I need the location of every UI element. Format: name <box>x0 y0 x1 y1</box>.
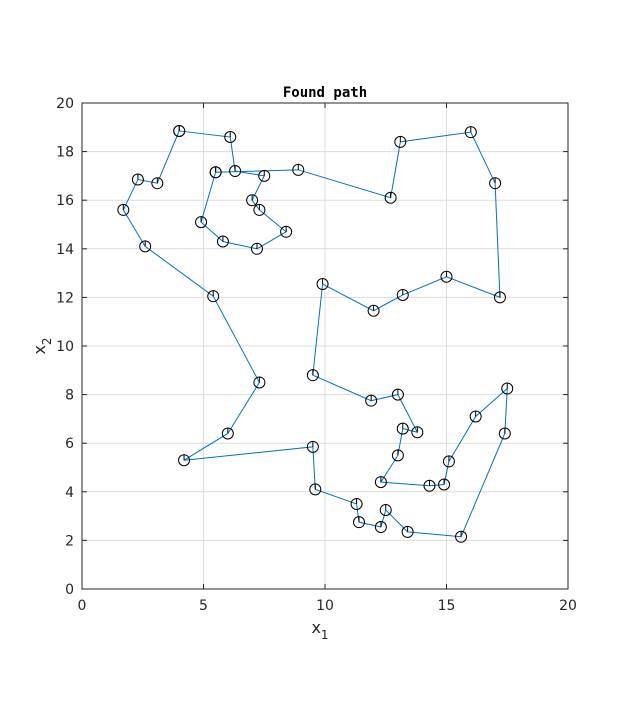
path-point <box>253 376 266 389</box>
path-point <box>316 278 329 291</box>
y-tick-label: 14 <box>56 242 74 258</box>
path-point <box>423 479 436 492</box>
path-point <box>250 242 263 255</box>
y-axis-label-sub: 2 <box>40 337 54 345</box>
y-tick-label: 8 <box>65 388 74 404</box>
path-point <box>309 483 322 496</box>
path-point <box>401 525 414 538</box>
y-axis-label: x2 <box>30 337 54 354</box>
y-tick-label: 2 <box>65 533 74 549</box>
path-point <box>396 422 409 435</box>
marker-layer <box>117 124 514 543</box>
path-point <box>280 225 293 238</box>
y-tick-label: 20 <box>56 96 74 112</box>
path-point <box>498 427 511 440</box>
path-point <box>246 194 259 207</box>
path-point <box>253 203 266 216</box>
path-point <box>374 476 387 489</box>
path-point <box>367 304 380 317</box>
path-point <box>391 449 404 462</box>
path-point <box>365 394 378 407</box>
grid <box>81 102 569 590</box>
path-point <box>350 497 363 510</box>
path-point <box>489 177 502 190</box>
y-tick-label: 4 <box>65 485 74 501</box>
path-point <box>209 166 222 179</box>
path-point <box>438 478 451 491</box>
x-tick-label: 10 <box>316 598 334 614</box>
x-tick-label: 5 <box>199 598 208 614</box>
path-point <box>229 165 242 178</box>
y-tick-label: 18 <box>56 145 74 161</box>
path-point <box>384 191 397 204</box>
y-tick-label: 16 <box>56 193 74 209</box>
path-point <box>374 521 387 534</box>
path-point <box>455 530 468 543</box>
x-tick-label: 20 <box>559 598 577 614</box>
chart-title: Found path <box>283 85 367 101</box>
x-tick-label: 15 <box>438 598 456 614</box>
y-tick-label: 0 <box>65 582 74 598</box>
path-point <box>258 169 271 182</box>
path-point <box>292 163 305 176</box>
path-point <box>394 135 407 148</box>
path-point <box>139 240 152 253</box>
path-point <box>195 216 208 229</box>
path-point <box>396 288 409 301</box>
path-point <box>501 382 514 395</box>
path-point <box>117 203 130 216</box>
path-point <box>306 440 319 453</box>
path-point <box>353 516 366 529</box>
path-point <box>151 177 164 190</box>
y-tick-label: 10 <box>56 339 74 355</box>
x-axis-label-base: x <box>311 618 320 637</box>
path-point <box>379 504 392 517</box>
x-axis-label: x1 <box>311 618 328 642</box>
path-point <box>221 427 234 440</box>
ticks <box>81 102 569 590</box>
y-axis-label-base: x <box>30 345 49 354</box>
path-point <box>207 290 220 303</box>
path-point <box>493 291 506 304</box>
y-tick-label: 12 <box>56 290 74 306</box>
path-point <box>442 455 455 468</box>
x-axis-label-sub: 1 <box>321 628 329 642</box>
path-point <box>411 426 424 439</box>
path-point <box>469 410 482 423</box>
path-point <box>464 126 477 139</box>
tick-labels: 0 5 10 15 20 0 2 4 6 8 10 12 14 16 18 20 <box>56 96 577 614</box>
path-point <box>178 454 191 467</box>
path-point <box>306 369 319 382</box>
x-tick-label: 0 <box>78 598 87 614</box>
path-point <box>440 270 453 283</box>
path-point <box>173 124 186 137</box>
path-point <box>216 235 229 248</box>
path-point <box>391 388 404 401</box>
path-point <box>224 131 237 144</box>
path-point <box>131 173 144 186</box>
y-tick-label: 6 <box>65 436 74 452</box>
